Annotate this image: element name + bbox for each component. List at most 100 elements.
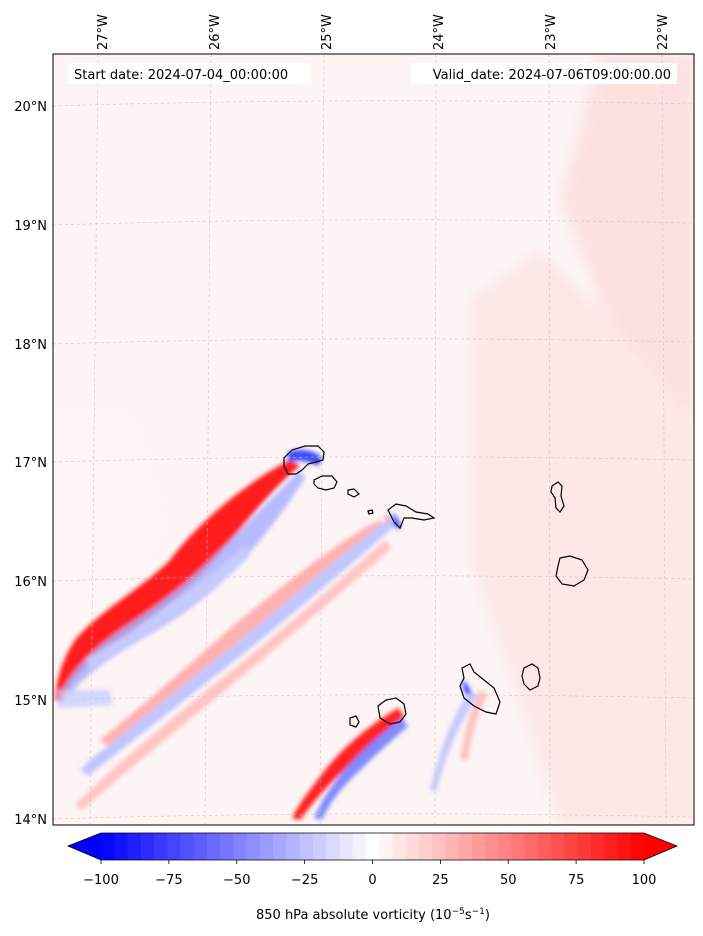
colorbar-cell xyxy=(233,833,248,860)
y-tick-label: 15°N xyxy=(14,694,47,709)
colorbar-cell xyxy=(326,833,340,860)
colorbar-cell xyxy=(432,833,446,860)
colorbar-cell xyxy=(339,833,354,860)
colorbar-extend-max xyxy=(644,833,677,860)
colorbar-cell xyxy=(564,833,579,860)
colorbar-cell xyxy=(630,833,645,860)
colorbar-cell xyxy=(485,833,499,860)
colorbar-cell xyxy=(206,833,221,860)
colorbar-cell xyxy=(458,833,473,860)
x-tick-label: 23°W xyxy=(544,14,559,50)
colorbar-cell xyxy=(220,833,235,860)
colorbar-cell xyxy=(153,833,168,860)
colorbar-cell xyxy=(246,833,261,860)
colorbar-cell xyxy=(127,833,142,860)
island-sal xyxy=(550,481,565,513)
island-sao-vicente xyxy=(313,475,338,491)
colorbar-cell xyxy=(538,833,552,860)
x-tick-label: 22°W xyxy=(656,14,671,50)
colorbar-tick-label: −50 xyxy=(223,873,250,888)
island-maio xyxy=(521,663,541,691)
island-santo-antao xyxy=(283,445,325,475)
colorbar-cell xyxy=(114,833,129,860)
colorbar-ticks: −100 −75 −50 −25 0 25 50 75 100 xyxy=(83,860,656,888)
island-branco xyxy=(367,509,374,515)
colorbar-cell xyxy=(101,833,115,860)
colorbar-cell xyxy=(577,833,592,860)
colorbar-tick-label: −75 xyxy=(155,873,182,888)
start-date-label: Start date: 2024-07-04_00:00:00 xyxy=(74,68,288,83)
colorbar-cell xyxy=(511,833,526,860)
colorbar-cell xyxy=(617,833,632,860)
colorbar-cell xyxy=(259,833,274,860)
colorbar-cell xyxy=(365,833,380,860)
colorbar-tick-label: −100 xyxy=(83,873,119,888)
y-tick-label: 18°N xyxy=(14,338,47,353)
colorbar-cell xyxy=(591,833,605,860)
island-santa-luzia xyxy=(347,488,360,498)
colorbar-cell xyxy=(180,833,195,860)
colorbar-cell xyxy=(471,833,486,860)
x-tick-label: 24°W xyxy=(432,14,447,50)
colorbar-tick-label: 0 xyxy=(368,873,376,888)
colorbar-cell xyxy=(524,833,539,860)
colorbar-label: 850 hPa absolute vorticity (10−5s−1) xyxy=(256,907,490,923)
colorbar-label-main: 850 hPa absolute vorticity (10 xyxy=(256,908,452,923)
blue-streak-south xyxy=(314,718,408,820)
red-streak-lower xyxy=(75,540,392,810)
valid-date-label: Valid_date: 2024-07-06T09:00:00.00 xyxy=(433,68,671,83)
colorbar-cell xyxy=(392,833,407,860)
colorbar-cell xyxy=(140,833,155,860)
colorbar-tick-label: −25 xyxy=(291,873,318,888)
colorbar-label-exp2: −1 xyxy=(472,907,485,917)
colorbar-extend-min xyxy=(68,833,101,860)
y-tick-label: 17°N xyxy=(14,456,47,471)
start-date-box xyxy=(68,63,310,84)
colorbar-cell xyxy=(445,833,460,860)
y-tick-label: 20°N xyxy=(14,100,47,115)
colorbar-cell xyxy=(379,833,393,860)
island-fogo xyxy=(377,697,407,725)
colorbar-tick-label: 75 xyxy=(568,873,585,888)
colorbar-cell xyxy=(286,833,301,860)
colorbar-cell xyxy=(312,833,327,860)
colorbar-tick-label: 100 xyxy=(632,873,657,888)
map-frame xyxy=(52,53,695,826)
colorbar-tick-label: 50 xyxy=(500,873,517,888)
y-tick-label: 19°N xyxy=(14,219,47,234)
map-gridlines xyxy=(53,54,694,825)
colorbar-label-exp1: −5 xyxy=(452,907,465,917)
colorbar-tick-label: 25 xyxy=(432,873,449,888)
island-sao-nicolau xyxy=(387,503,436,530)
colorbar-cell xyxy=(299,833,314,860)
colorbar-cell xyxy=(498,833,513,860)
x-tick-label: 27°W xyxy=(96,14,111,50)
island-boa-vista xyxy=(555,555,589,587)
y-tick-label: 14°N xyxy=(14,813,47,828)
coastlines xyxy=(283,445,589,728)
x-tick-label: 26°W xyxy=(208,14,223,50)
colorbar-cell xyxy=(273,833,288,860)
y-tick-label: 16°N xyxy=(14,575,47,590)
blue-streak-middle xyxy=(80,518,395,776)
island-brava xyxy=(349,715,360,728)
colorbar-cell xyxy=(418,833,433,860)
y-axis-left: 20°N 19°N 18°N 17°N 16°N 15°N 14°N xyxy=(14,100,47,828)
colorbar-cells xyxy=(101,833,645,860)
colorbar-cell xyxy=(405,833,420,860)
x-tick-label: 25°W xyxy=(320,14,335,50)
valid-date-box xyxy=(411,63,677,84)
colorbar-cell xyxy=(352,833,367,860)
colorbar-label-end: ) xyxy=(485,908,490,923)
x-axis-top: 27°W 26°W 25°W 24°W 23°W 22°W xyxy=(96,14,671,50)
colorbar-cell xyxy=(167,833,182,860)
colorbar-cell xyxy=(551,833,566,860)
colorbar: −100 −75 −50 −25 0 25 50 75 100 850 hPa absolute… xyxy=(66,832,679,923)
colorbar-label-mid: s xyxy=(465,908,472,923)
weak-positive-field xyxy=(53,54,694,825)
island-santiago xyxy=(459,663,501,715)
map-area: Start date: 2024-07-04_00:00:00 Valid_da… xyxy=(53,54,694,825)
colorbar-cell xyxy=(604,833,619,860)
colorbar-cell xyxy=(193,833,208,860)
